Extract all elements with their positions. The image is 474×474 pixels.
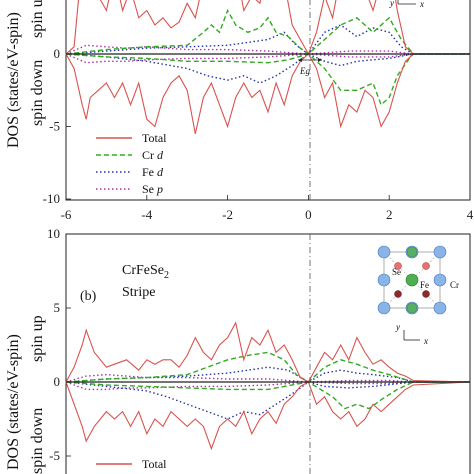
- fe-atom: [406, 302, 418, 314]
- fe-label: Fe: [420, 280, 429, 290]
- cr-atom: [433, 245, 447, 259]
- cr-atom: [377, 273, 391, 287]
- series-line-total-down: [65, 53, 470, 134]
- bottom-spin-up-label: spin up: [29, 315, 46, 362]
- fe-atom: [406, 246, 418, 258]
- se-atom: [394, 262, 402, 270]
- series-line-cr-d-down: [65, 53, 470, 107]
- cr-atom: [433, 301, 447, 315]
- compound-subscript: 2: [164, 270, 169, 281]
- cr-label: Cr: [450, 280, 459, 290]
- compound-label: CrFeSe2: [122, 263, 169, 281]
- x-tick-label: 2: [386, 207, 393, 222]
- phase-label: Stripe: [122, 285, 155, 300]
- y-tick-label: -5: [49, 448, 60, 463]
- top-axis-icon: y x: [389, 0, 424, 9]
- series-line-cr-d-up: [65, 351, 470, 383]
- bottom-plot-frame: [65, 233, 471, 474]
- legend-label: Cr d: [142, 148, 164, 162]
- series-line-fe-d-down: [65, 53, 470, 84]
- cr-atom: [377, 245, 391, 259]
- y-tick-label: 5: [54, 300, 61, 315]
- series-line-se-p-up: [65, 44, 470, 55]
- y-tick-label: 10: [47, 226, 60, 241]
- legend-label: Total: [142, 131, 167, 145]
- top-axis-y-label: y: [389, 0, 394, 8]
- top-series-group: [65, 0, 470, 134]
- top-axis-x-label: x: [419, 0, 424, 9]
- series-line-total-up: [65, 0, 470, 56]
- top-x-ticks: -6 -4 -2 0 2 4: [61, 195, 474, 222]
- gap-marker: Eg: [298, 58, 322, 76]
- top-y-axis-label: DOS (states/eV-spin): [5, 12, 22, 148]
- series-line-fe-d-down: [65, 381, 470, 420]
- series-line-se-p-up: [65, 373, 470, 383]
- inset-y-label: y: [395, 322, 400, 332]
- top-plot-frame: [65, 0, 471, 201]
- crystal-inset: Se Fe Cr y x: [377, 245, 459, 346]
- bottom-y-ticks: -5 0 5 10: [47, 226, 71, 463]
- x-tick-label: -4: [141, 207, 152, 222]
- top-spin-down-label: spin down: [29, 60, 46, 126]
- compound-name: CrFeSe: [122, 263, 164, 278]
- series-line-cr-d-down: [65, 381, 470, 410]
- bottom-legend: Total: [96, 457, 167, 471]
- bottom-spin-down-label: spin down: [29, 408, 46, 474]
- y-tick-label: -5: [49, 119, 60, 134]
- series-line-fe-d-up: [65, 366, 470, 383]
- series-line-se-p-down: [65, 53, 470, 64]
- se-atom: [422, 262, 430, 270]
- bottom-series-group: [65, 321, 471, 451]
- cr-atom: [433, 273, 447, 287]
- top-spin-up-label: spin up: [29, 0, 46, 38]
- y-tick-label: 0: [54, 374, 61, 389]
- x-tick-label: 4: [467, 207, 474, 222]
- x-tick-label: -2: [222, 207, 233, 222]
- y-tick-label: 0: [54, 46, 61, 61]
- series-line-cr-d-up: [65, 8, 470, 55]
- se-label: Se: [392, 267, 401, 277]
- series-line-total-down: [65, 381, 471, 451]
- cr-atom: [377, 301, 391, 315]
- inset-x-label: x: [423, 336, 428, 346]
- se-atom: [394, 290, 402, 298]
- fe-atom: [405, 273, 419, 287]
- bottom-y-axis-label: DOS (states/eV-spin): [5, 334, 22, 470]
- legend-label: Fe d: [142, 165, 164, 179]
- series-line-se-p-down: [65, 381, 470, 391]
- legend-label: Total: [142, 457, 167, 471]
- series-line-total-up: [65, 321, 471, 383]
- se-atom: [422, 290, 430, 298]
- panel-label: (b): [80, 289, 97, 304]
- y-tick-label: -10: [43, 191, 60, 206]
- top-legend: Total Cr d Fe d Se p: [96, 131, 167, 196]
- x-tick-label: -6: [61, 207, 72, 222]
- legend-label: Se p: [142, 182, 163, 196]
- top-y-ticks: -10-505: [43, 46, 71, 206]
- bottom-panel: -5 0 5 10 (b) CrFeSe2 Stripe Se Fe Cr: [5, 226, 471, 474]
- gap-label: Eg: [299, 66, 310, 76]
- x-tick-label: 0: [305, 207, 312, 222]
